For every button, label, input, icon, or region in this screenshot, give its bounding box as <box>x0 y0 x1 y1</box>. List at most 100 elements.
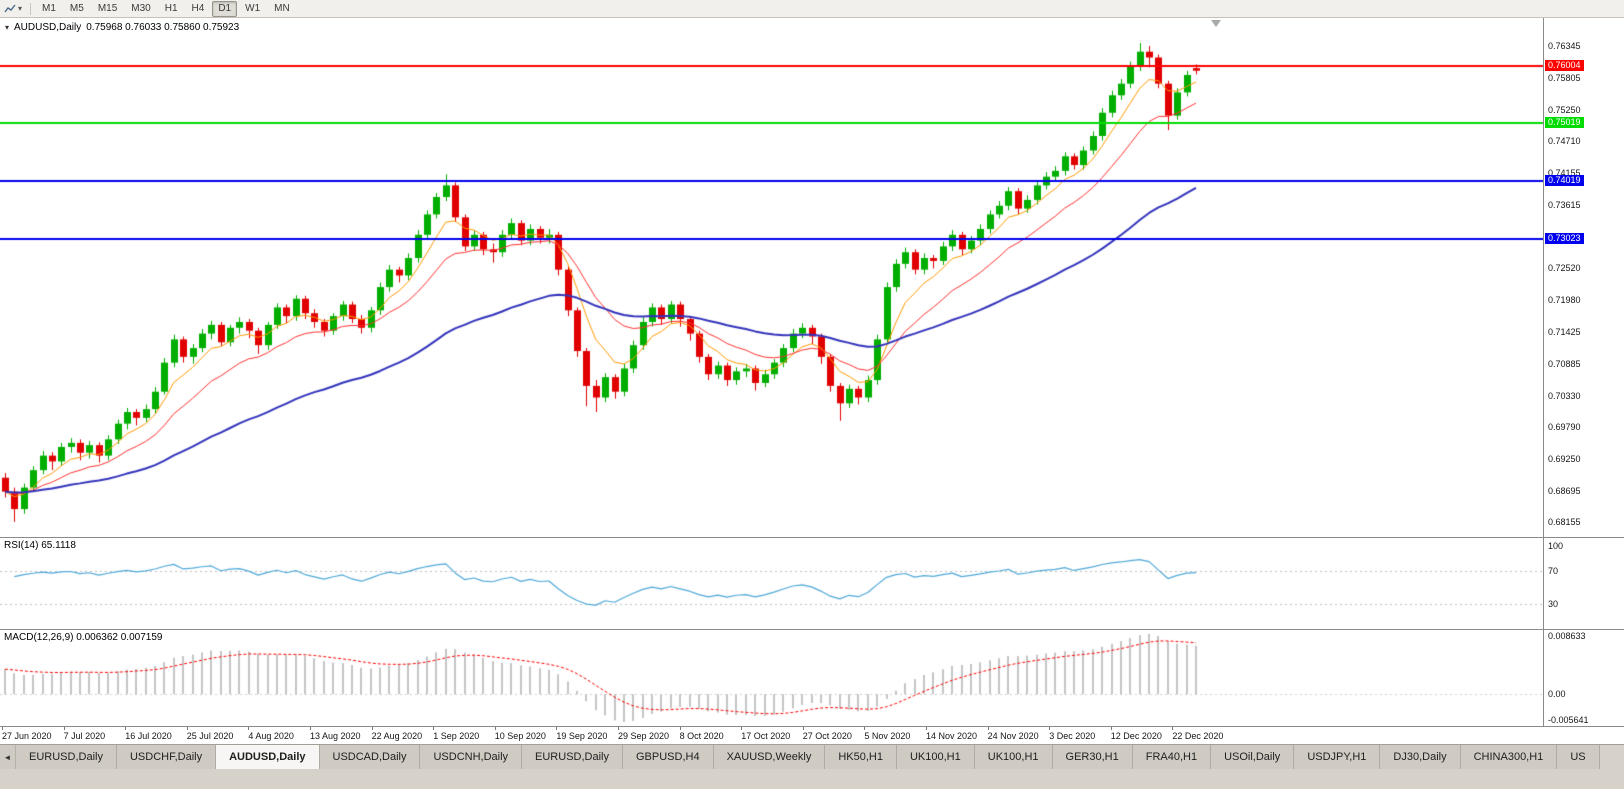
rsi-axis[interactable]: 100 70 30 <box>1543 538 1624 629</box>
rsi-level-label: 70 <box>1548 566 1559 577</box>
chart-tab-eurusd-daily[interactable]: EURUSD,Daily <box>16 745 117 769</box>
rsi-panel: RSI(14) 65.1118 100 70 30 <box>0 537 1624 629</box>
date-label: 4 Aug 2020 <box>248 731 294 741</box>
chart-tab-hk50-h1[interactable]: HK50,H1 <box>825 745 897 769</box>
date-label: 25 Jul 2020 <box>186 731 234 741</box>
chart-tool-icon[interactable] <box>3 2 17 16</box>
macd-level-label: -0.005641 <box>1548 715 1589 725</box>
price-tick: 0.68695 <box>1548 485 1581 496</box>
date-tick-mark <box>433 727 435 730</box>
rsi-canvas[interactable] <box>0 538 1543 629</box>
date-tick-mark <box>494 727 496 730</box>
chart-tab-gbpusd-h4[interactable]: GBPUSD,H4 <box>623 745 714 769</box>
date-tick-mark <box>310 727 311 730</box>
date-label: 19 Sep 2020 <box>556 731 608 741</box>
timeframe-button-m5[interactable]: M5 <box>69 2 84 14</box>
rsi-level-label: 100 <box>1548 541 1564 552</box>
chart-tab-usdcnh-daily[interactable]: USDCNH,Daily <box>420 745 523 769</box>
date-tick-mark <box>2 727 3 730</box>
hline-price-label: 0.74019 <box>1545 175 1584 187</box>
chart-tab-audusd-daily[interactable]: AUDUSD,Daily <box>216 745 320 769</box>
hline-price-label: 0.76004 <box>1545 60 1584 71</box>
rsi-label: RSI(14) 65.1118 <box>4 540 76 551</box>
chart-tab-ger30-h1[interactable]: GER30,H1 <box>1052 745 1133 769</box>
date-label: 5 Nov 2020 <box>864 731 911 741</box>
chart-tab-eurusd-daily[interactable]: EURUSD,Daily <box>522 745 623 769</box>
symbol-caret-icon[interactable]: ▾ <box>5 23 10 32</box>
chart-tab-uk100-h1[interactable]: UK100,H1 <box>896 745 975 769</box>
hline-price-label: 0.73023 <box>1545 233 1584 245</box>
date-label: 22 Dec 2020 <box>1172 731 1224 741</box>
timeframe-button-d1[interactable]: D1 <box>212 0 238 17</box>
macd-level-label: 0.008633 <box>1548 631 1586 641</box>
status-strip <box>0 769 1624 789</box>
timeframe-button-h4[interactable]: H4 <box>191 2 205 14</box>
date-tick-mark <box>741 727 743 730</box>
date-tick-mark <box>679 727 681 730</box>
chart-tab-china300-h1[interactable]: CHINA300,H1 <box>1460 745 1558 769</box>
date-tick-mark <box>864 727 866 730</box>
price-axis[interactable]: 0.76345 0.75805 0.75250 0.74710 0.74155 0.736… <box>1543 18 1624 537</box>
chart-ohlc-values: 0.75968 0.76033 0.75860 0.75923 <box>86 22 240 33</box>
chart-tab-usdcad-daily[interactable]: USDCAD,Daily <box>319 745 421 769</box>
price-tick: 0.74155 <box>1548 168 1581 179</box>
date-label: 10 Sep 2020 <box>494 731 546 741</box>
hline-price-label: 0.75019 <box>1545 117 1584 129</box>
date-label: 1 Sep 2020 <box>433 731 480 741</box>
price-tick: 0.76345 <box>1548 41 1581 52</box>
date-label: 8 Oct 2020 <box>679 731 724 741</box>
timeframe-button-m30[interactable]: M30 <box>131 2 151 14</box>
macd-canvas[interactable] <box>0 630 1543 726</box>
chart-tab-fra40-h1[interactable]: FRA40,H1 <box>1132 745 1212 769</box>
chart-tab-dj30-daily[interactable]: DJ30,Daily <box>1380 745 1461 769</box>
chart-tab-uk100-h1[interactable]: UK100,H1 <box>974 745 1053 769</box>
price-tick: 0.69790 <box>1548 422 1581 433</box>
price-tick: 0.73615 <box>1548 199 1581 210</box>
date-tick-mark <box>125 727 127 730</box>
price-tick: 0.75805 <box>1548 72 1581 83</box>
macd-axis[interactable]: 0.008633 0.00 -0.005641 <box>1543 630 1624 726</box>
tab-scroll-left-icon: ◄ <box>3 752 12 762</box>
chart-symbol-label: AUDUSD,Daily <box>14 22 82 33</box>
chart-tab-usoil-daily[interactable]: USOil,Daily <box>1211 745 1295 769</box>
chart-tab-usdjpy-h1[interactable]: USDJPY,H1 <box>1294 745 1381 769</box>
date-tick-mark <box>1049 727 1051 730</box>
date-label: 14 Nov 2020 <box>926 731 978 741</box>
timeframe-button-group: M1 M5 M15 M30 H1 H4 D1 W1 MN <box>35 0 297 17</box>
price-tick: 0.71980 <box>1548 294 1581 305</box>
timeframe-button-m1[interactable]: M1 <box>42 2 56 14</box>
price-tick: 0.71425 <box>1548 327 1581 338</box>
date-tick-mark <box>987 727 989 730</box>
price-tick: 0.69250 <box>1548 453 1581 464</box>
date-label: 12 Dec 2020 <box>1110 731 1162 741</box>
date-label: 27 Oct 2020 <box>802 731 852 741</box>
price-tick: 0.75250 <box>1548 104 1581 115</box>
toolbar-caret-icon[interactable]: ▾ <box>18 4 23 13</box>
price-tick: 0.74710 <box>1548 136 1581 147</box>
chart-shift-marker-icon[interactable] <box>1211 20 1221 27</box>
chart-tab-xauusd-weekly[interactable]: XAUUSD,Weekly <box>713 745 826 769</box>
price-chart-canvas[interactable] <box>0 18 1543 537</box>
timeframe-button-mn[interactable]: MN <box>274 2 290 14</box>
timeframe-toolbar: ▾ M1 M5 M15 M30 H1 H4 D1 W1 MN <box>0 0 1624 18</box>
chart-tab-us[interactable]: US <box>1557 745 1600 769</box>
date-tick-mark <box>248 727 250 730</box>
timeframe-button-w1[interactable]: W1 <box>245 2 261 14</box>
date-label: 27 Jun 2020 <box>2 731 52 741</box>
macd-panel: MACD(12,26,9) 0.006362 0.007159 0.008633… <box>0 629 1624 726</box>
date-tick-mark <box>63 727 65 730</box>
date-label: 17 Oct 2020 <box>741 731 791 741</box>
chart-tab-usdchf-daily[interactable]: USDCHF,Daily <box>116 745 217 769</box>
tab-scroll-left-button[interactable]: ◄ <box>0 745 16 769</box>
macd-label: MACD(12,26,9) 0.006362 0.007159 <box>4 632 163 643</box>
timeframe-button-h1[interactable]: H1 <box>164 2 178 14</box>
date-tick-mark <box>802 727 804 730</box>
date-label: 29 Sep 2020 <box>618 731 670 741</box>
date-axis[interactable]: 27 Jun 2020 7 Jul 2020 16 Jul 2020 25 Jul 2… <box>0 726 1624 744</box>
date-tick-mark <box>618 727 619 730</box>
date-tick-mark <box>371 727 373 730</box>
date-label: 13 Aug 2020 <box>310 731 361 741</box>
date-tick-mark <box>926 727 927 730</box>
timeframe-button-m15[interactable]: M15 <box>97 2 118 14</box>
